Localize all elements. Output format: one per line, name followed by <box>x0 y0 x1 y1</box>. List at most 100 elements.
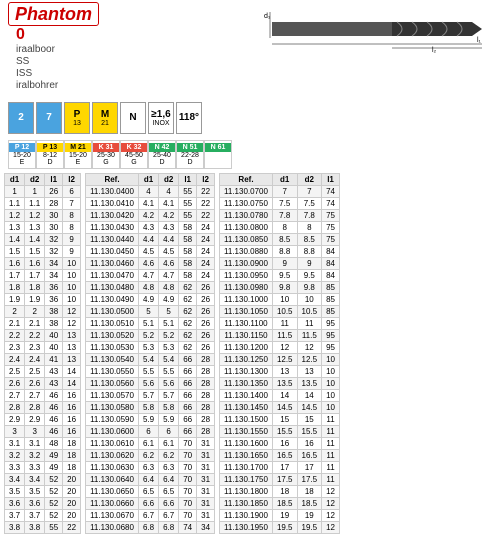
table-row: 11.130.05105.15.16226 <box>86 318 215 330</box>
svg-text:l₁: l₁ <box>477 37 482 44</box>
table-row: 3.13.14818 <box>5 438 81 450</box>
table-row: 11.130.07507.57.574 <box>220 198 340 210</box>
table-row: 11.130.1700171711 <box>220 462 340 474</box>
table-row: 2.82.84616 <box>5 402 81 414</box>
table-row: 11.130.06706.76.77031 <box>86 510 215 522</box>
table-row: 11.130.1600161611 <box>220 438 340 450</box>
table-row: 3.63.65220 <box>5 498 81 510</box>
col-header: d1 <box>272 174 297 186</box>
col-header: Ref. <box>86 174 139 186</box>
table-row: 11.130.135013.513.510 <box>220 378 340 390</box>
spec-icon: 118° <box>176 102 202 134</box>
table-row: 11.130.04704.74.75824 <box>86 270 215 282</box>
table-row: 11.130.05505.55.56628 <box>86 366 215 378</box>
table-row: 1.41.4329 <box>5 234 81 246</box>
table-row: 11.130.06506.56.57031 <box>86 486 215 498</box>
material-cell: K 3125-30G <box>92 140 120 169</box>
material-cell: P 138-12D <box>36 140 64 169</box>
table-row: 11.130.05905.95.96628 <box>86 414 215 426</box>
table-row: 11.130.06206.26.27031 <box>86 450 215 462</box>
table-1: d1d2l1l2112661.11.12871.21.23081.31.3308… <box>4 173 81 534</box>
table-row: 11.130.175017.517.511 <box>220 474 340 486</box>
table-row: 11.130.04504.54.55824 <box>86 246 215 258</box>
table-row: 3.53.55220 <box>5 486 81 498</box>
table-row: 11.130.09809.89.885 <box>220 282 340 294</box>
table-row: 223812 <box>5 306 81 318</box>
col-header: d2 <box>297 174 322 186</box>
table-row: 11.130.1300131310 <box>220 366 340 378</box>
table-row: 11.130.04804.84.86226 <box>86 282 215 294</box>
table-row: 11.130.05705.75.76628 <box>86 390 215 402</box>
table-row: 1.21.2308 <box>5 210 81 222</box>
table-row: 3.33.34918 <box>5 462 81 474</box>
material-cell: K 3245-50G <box>120 140 148 169</box>
table-row: 11.130.05805.85.86628 <box>86 402 215 414</box>
table-row: 11.130.1900191912 <box>220 510 340 522</box>
table-row: 1.31.3308 <box>5 222 81 234</box>
table-row: 1.71.73410 <box>5 270 81 282</box>
table-row: 11.130.195019.519.512 <box>220 522 340 534</box>
table-row: 2.72.74616 <box>5 390 81 402</box>
spec-icon: 7 <box>36 102 62 134</box>
table-row: 1.91.93610 <box>5 294 81 306</box>
table-row: 11.130.04604.64.65824 <box>86 258 215 270</box>
table-row: 11.130.08008875 <box>220 222 340 234</box>
table-row: 2.22.24013 <box>5 330 81 342</box>
table-row: 11.130.04204.24.25522 <box>86 210 215 222</box>
table-row: 11.130.06106.16.17031 <box>86 438 215 450</box>
table-row: 11.130.04904.94.96226 <box>86 294 215 306</box>
table-3: Ref.d1d2l111.130.0700777411.130.07507.57… <box>219 173 340 534</box>
table-row: 11.130.1100111195 <box>220 318 340 330</box>
table-row: 11.130.145014.514.510 <box>220 402 340 414</box>
table-row: 11.130.06806.86.87434 <box>86 522 215 534</box>
table-row: 11.130.165016.516.511 <box>220 450 340 462</box>
table-row: 334616 <box>5 426 81 438</box>
table-row: 11.130.0600666628 <box>86 426 215 438</box>
spec-icon: M21 <box>92 102 118 134</box>
table-row: 11.130.04304.34.35824 <box>86 222 215 234</box>
col-header: l2 <box>63 174 81 186</box>
table-row: 2.32.34013 <box>5 342 81 354</box>
table-row: 3.83.85522 <box>5 522 81 534</box>
col-header: d2 <box>159 174 179 186</box>
table-row: 11.130.05605.65.66628 <box>86 378 215 390</box>
table-row: 11.130.04104.14.15522 <box>86 198 215 210</box>
table-row: 1.11.1287 <box>5 198 81 210</box>
table-row: 1.61.63410 <box>5 258 81 270</box>
brand-logo: Phantom <box>8 2 99 26</box>
material-cell: N 4225-40D <box>148 140 176 169</box>
table-row: 2.12.13812 <box>5 318 81 330</box>
table-row: 11.130.125012.512.510 <box>220 354 340 366</box>
material-row: P 1215-20EP 138-12DM 2115-20EK 3125-30GK… <box>0 140 500 169</box>
spec-icon: ≥1,6INOX <box>148 102 174 134</box>
spec-icon: P13 <box>64 102 90 134</box>
table-row: 11.130.185018.518.512 <box>220 498 340 510</box>
material-cell: N 61 <box>204 140 232 169</box>
drill-diagram: l₂ l₁ d₁ <box>262 4 492 54</box>
table-row: 3.23.24918 <box>5 450 81 462</box>
material-cell: N 5122-28D <box>176 140 204 169</box>
col-header: l2 <box>197 174 215 186</box>
table-row: 3.43.45220 <box>5 474 81 486</box>
table-row: 2.62.64314 <box>5 378 81 390</box>
col-header: d1 <box>5 174 25 186</box>
table-row: 2.52.54314 <box>5 366 81 378</box>
table-row: 11.130.05205.25.26226 <box>86 330 215 342</box>
table-row: 2.92.94616 <box>5 414 81 426</box>
table-row: 11.130.05405.45.46628 <box>86 354 215 366</box>
table-row: 11.130.155015.515.511 <box>220 426 340 438</box>
table-row: 11.130.1000101085 <box>220 294 340 306</box>
table-row: 11.130.1400141410 <box>220 390 340 402</box>
table-row: 11.130.07007774 <box>220 186 340 198</box>
spec-icon: 2 <box>8 102 34 134</box>
table-row: 11.130.04404.44.45824 <box>86 234 215 246</box>
spec-icon: N <box>120 102 146 134</box>
col-header: l1 <box>45 174 63 186</box>
table-row: 11.130.1800181812 <box>220 486 340 498</box>
table-row: 11.130.1200121295 <box>220 342 340 354</box>
table-row: 11.130.08808.88.884 <box>220 246 340 258</box>
table-row: 11.130.09009984 <box>220 258 340 270</box>
material-cell: P 1215-20E <box>8 140 36 169</box>
table-row: 11.130.07807.87.875 <box>220 210 340 222</box>
table-row: 11.130.08508.58.575 <box>220 234 340 246</box>
